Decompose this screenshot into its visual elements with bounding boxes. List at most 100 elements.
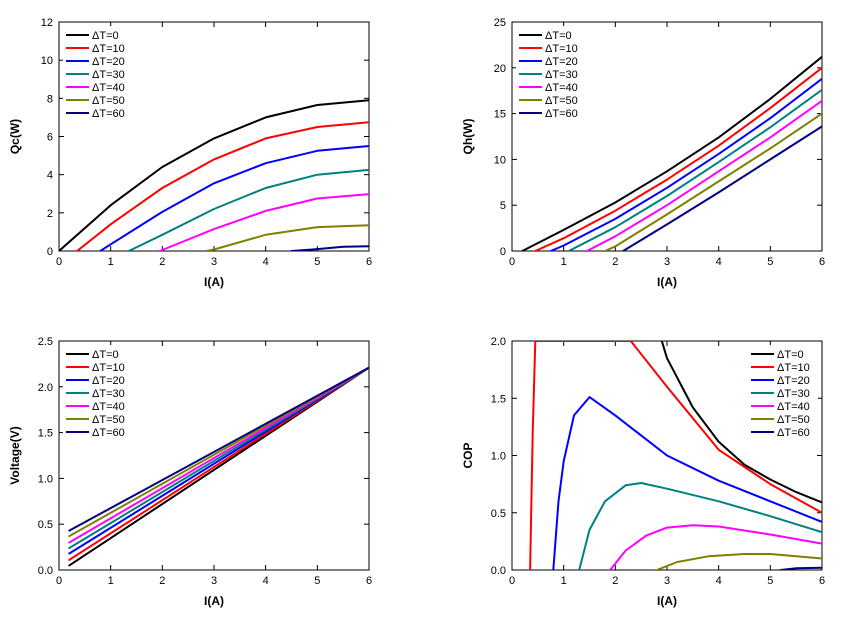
x-tick-label: 4	[263, 575, 269, 587]
chart-2: 0 1 2 3 4 5 6 0 5 10 15 20 25 I(A) Qh(W) ΔT=0ΔT=10ΔT=20…	[461, 17, 825, 289]
x-tick-label: 1	[108, 256, 114, 268]
chart-4: 0 1 2 3 4 5 60.00.51.01.52.0I(A)COPΔT=0ΔT=10ΔT…	[461, 336, 825, 608]
y-tick-label: 1.0	[38, 473, 53, 485]
legend-entry: ΔT=10	[545, 43, 578, 55]
series-line-60	[68, 366, 369, 532]
y-tick-label: 25	[494, 17, 506, 29]
x-tick-label: 0	[56, 256, 62, 268]
y-axis-label: Voltage(V)	[8, 426, 22, 484]
x-tick-label: 2	[612, 575, 618, 587]
x-tick-label: 5	[314, 575, 320, 587]
series-group	[59, 99, 369, 251]
x-axis-label: I(A)	[204, 275, 224, 289]
legend-entry: ΔT=0	[92, 30, 119, 42]
legend-entry: ΔT=30	[777, 388, 810, 400]
y-tick-label: 0.5	[491, 508, 506, 520]
y-tick-label: 0.5	[38, 519, 53, 531]
legend-entry: ΔT=60	[777, 427, 810, 439]
series-line-40	[609, 524, 822, 570]
x-tick-label: 2	[612, 256, 618, 268]
series-line-60	[622, 125, 822, 251]
legend-entry: ΔT=50	[92, 95, 125, 107]
series-line-30	[578, 482, 822, 570]
x-tick-label: 5	[314, 256, 320, 268]
series-line-10	[76, 121, 369, 251]
series-group	[521, 55, 822, 251]
x-tick-label: 0	[56, 575, 62, 587]
legend-entry: ΔT=30	[92, 69, 125, 81]
x-tick-label: 4	[263, 256, 269, 268]
x-tick-label: 3	[664, 575, 670, 587]
y-tick-label: 0.0	[38, 565, 53, 577]
series-line-30	[567, 88, 822, 251]
legend-entry: ΔT=0	[92, 349, 119, 361]
series-line-50	[604, 112, 822, 251]
legend-entry: ΔT=10	[92, 43, 125, 55]
x-tick-label: 4	[716, 256, 722, 268]
y-tick-label: 1.0	[491, 451, 506, 463]
y-tick-label: 2	[47, 208, 53, 220]
legend-entry: ΔT=50	[545, 95, 578, 107]
x-tick-label: 6	[366, 256, 372, 268]
x-tick-label: 1	[108, 575, 114, 587]
y-tick-label: 2.0	[491, 336, 506, 348]
y-tick-label: 1.5	[491, 393, 506, 405]
x-tick-label: 5	[767, 575, 773, 587]
x-tick-label: 1	[561, 256, 567, 268]
y-tick-label: 1.5	[38, 428, 53, 440]
series-line-20	[99, 145, 369, 251]
legend-entry: ΔT=30	[92, 388, 125, 400]
legend-entry: ΔT=60	[92, 108, 125, 120]
x-tick-label: 3	[211, 575, 217, 587]
legend-entry: ΔT=40	[777, 401, 810, 413]
y-tick-label: 8	[47, 93, 53, 105]
y-tick-label: 20	[494, 63, 506, 75]
legend-entry: ΔT=20	[92, 375, 125, 387]
x-tick-label: 5	[767, 256, 773, 268]
legend-entry: ΔT=60	[545, 108, 578, 120]
y-axis-label: COP	[461, 442, 475, 468]
series-line-20	[549, 77, 822, 251]
y-tick-label: 6	[47, 132, 53, 144]
x-tick-label: 6	[819, 575, 825, 587]
legend-entry: ΔT=20	[92, 56, 125, 68]
y-tick-label: 0	[47, 246, 53, 258]
series-line-0	[59, 99, 369, 251]
chart-1: 0 1 2 3 4 5 6024681012I(A)Qc(W)ΔT=0ΔT=10ΔT=20Δ…	[8, 17, 372, 289]
series-line-50	[655, 553, 822, 570]
legend-entry: ΔT=0	[545, 30, 572, 42]
legend-entry: ΔT=10	[777, 362, 810, 374]
chart-3: 0 1 2 3 4 5 6 0.0 0.5 1.0 1.5 2.0 2.5 I(A) Voltage(V) Δ…	[8, 336, 372, 608]
x-tick-label: 2	[159, 575, 165, 587]
legend-entry: ΔT=10	[92, 362, 125, 374]
series-line-30	[127, 168, 369, 251]
x-tick-label: 1	[561, 575, 567, 587]
y-tick-label: 0.0	[491, 565, 506, 577]
series-line-40	[585, 99, 822, 251]
x-tick-label: 2	[159, 256, 165, 268]
x-axis-label: I(A)	[657, 594, 677, 608]
x-tick-label: 6	[819, 256, 825, 268]
x-axis-label: I(A)	[657, 275, 677, 289]
series-line-0	[660, 341, 822, 504]
y-tick-label: 10	[41, 55, 53, 67]
series-group	[529, 341, 822, 570]
y-axis-label: Qc(W)	[8, 119, 22, 154]
x-axis-label: I(A)	[204, 594, 224, 608]
legend-entry: ΔT=60	[92, 427, 125, 439]
legend-entry: ΔT=20	[777, 375, 810, 387]
series-line-0	[521, 55, 822, 251]
y-tick-label: 10	[494, 154, 506, 166]
series-line-20	[552, 396, 822, 570]
legend-entry: ΔT=40	[92, 82, 125, 94]
x-tick-label: 3	[664, 256, 670, 268]
x-tick-label: 6	[366, 575, 372, 587]
legend-entry: ΔT=40	[92, 401, 125, 413]
legend-entry: ΔT=50	[777, 414, 810, 426]
legend-entry: ΔT=0	[777, 349, 804, 361]
